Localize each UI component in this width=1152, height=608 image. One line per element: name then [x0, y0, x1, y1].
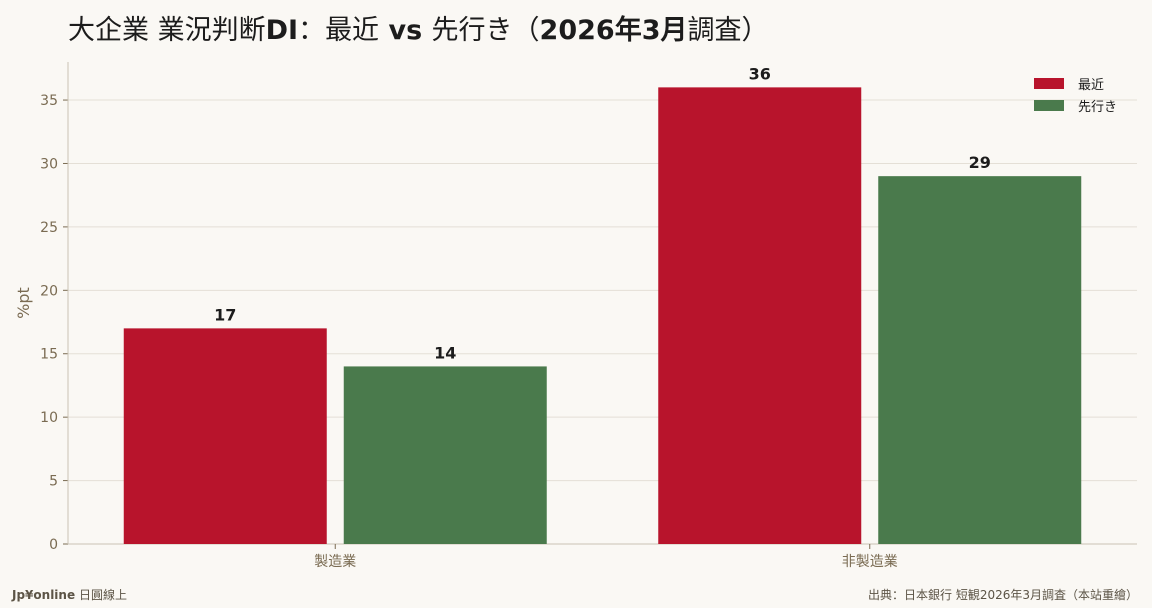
bar-recent	[123, 328, 327, 544]
footer-brand: Jp¥online 日圓線上	[12, 586, 127, 603]
y-tick-label: 10	[40, 410, 58, 426]
footer-source: 出典：日本銀行 短観2026年3月調査（本站重繪）	[868, 588, 1138, 602]
bar-recent	[658, 87, 862, 545]
y-tick-label: 30	[40, 156, 58, 172]
y-tick-label: 25	[40, 220, 58, 236]
legend-swatch-ahead	[1034, 99, 1064, 111]
legend-item-recent: 最近	[1034, 72, 1117, 94]
brand-suffix: 日圓線上	[78, 588, 127, 602]
y-tick-label: 15	[40, 347, 58, 363]
data-label: 17	[214, 305, 236, 324]
y-tick-label: 0	[49, 537, 58, 553]
chart-title: 大企業 業況判断DI：最近 vs 先行き（2026年3月調査）	[68, 15, 769, 46]
legend-label-recent: 最近	[1078, 77, 1105, 93]
x-tick-label: 非製造業	[842, 554, 898, 570]
data-label: 36	[749, 64, 771, 83]
y-tick-label: 35	[40, 93, 58, 109]
y-tick-label: 5	[49, 474, 58, 490]
legend: 最近 先行き	[1034, 72, 1117, 116]
legend-swatch-recent	[1034, 77, 1064, 89]
brand-name: Jp¥online	[12, 588, 76, 602]
data-label: 14	[434, 343, 456, 362]
y-tick-label: 20	[40, 283, 58, 299]
legend-label-ahead: 先行き	[1078, 99, 1118, 115]
data-label: 29	[969, 153, 991, 172]
x-tick-label: 製造業	[314, 554, 356, 570]
legend-item-ahead: 先行き	[1034, 94, 1117, 116]
y-axis-label: %pt	[14, 287, 33, 319]
bar-ahead	[878, 176, 1082, 544]
bar-ahead	[343, 366, 547, 544]
